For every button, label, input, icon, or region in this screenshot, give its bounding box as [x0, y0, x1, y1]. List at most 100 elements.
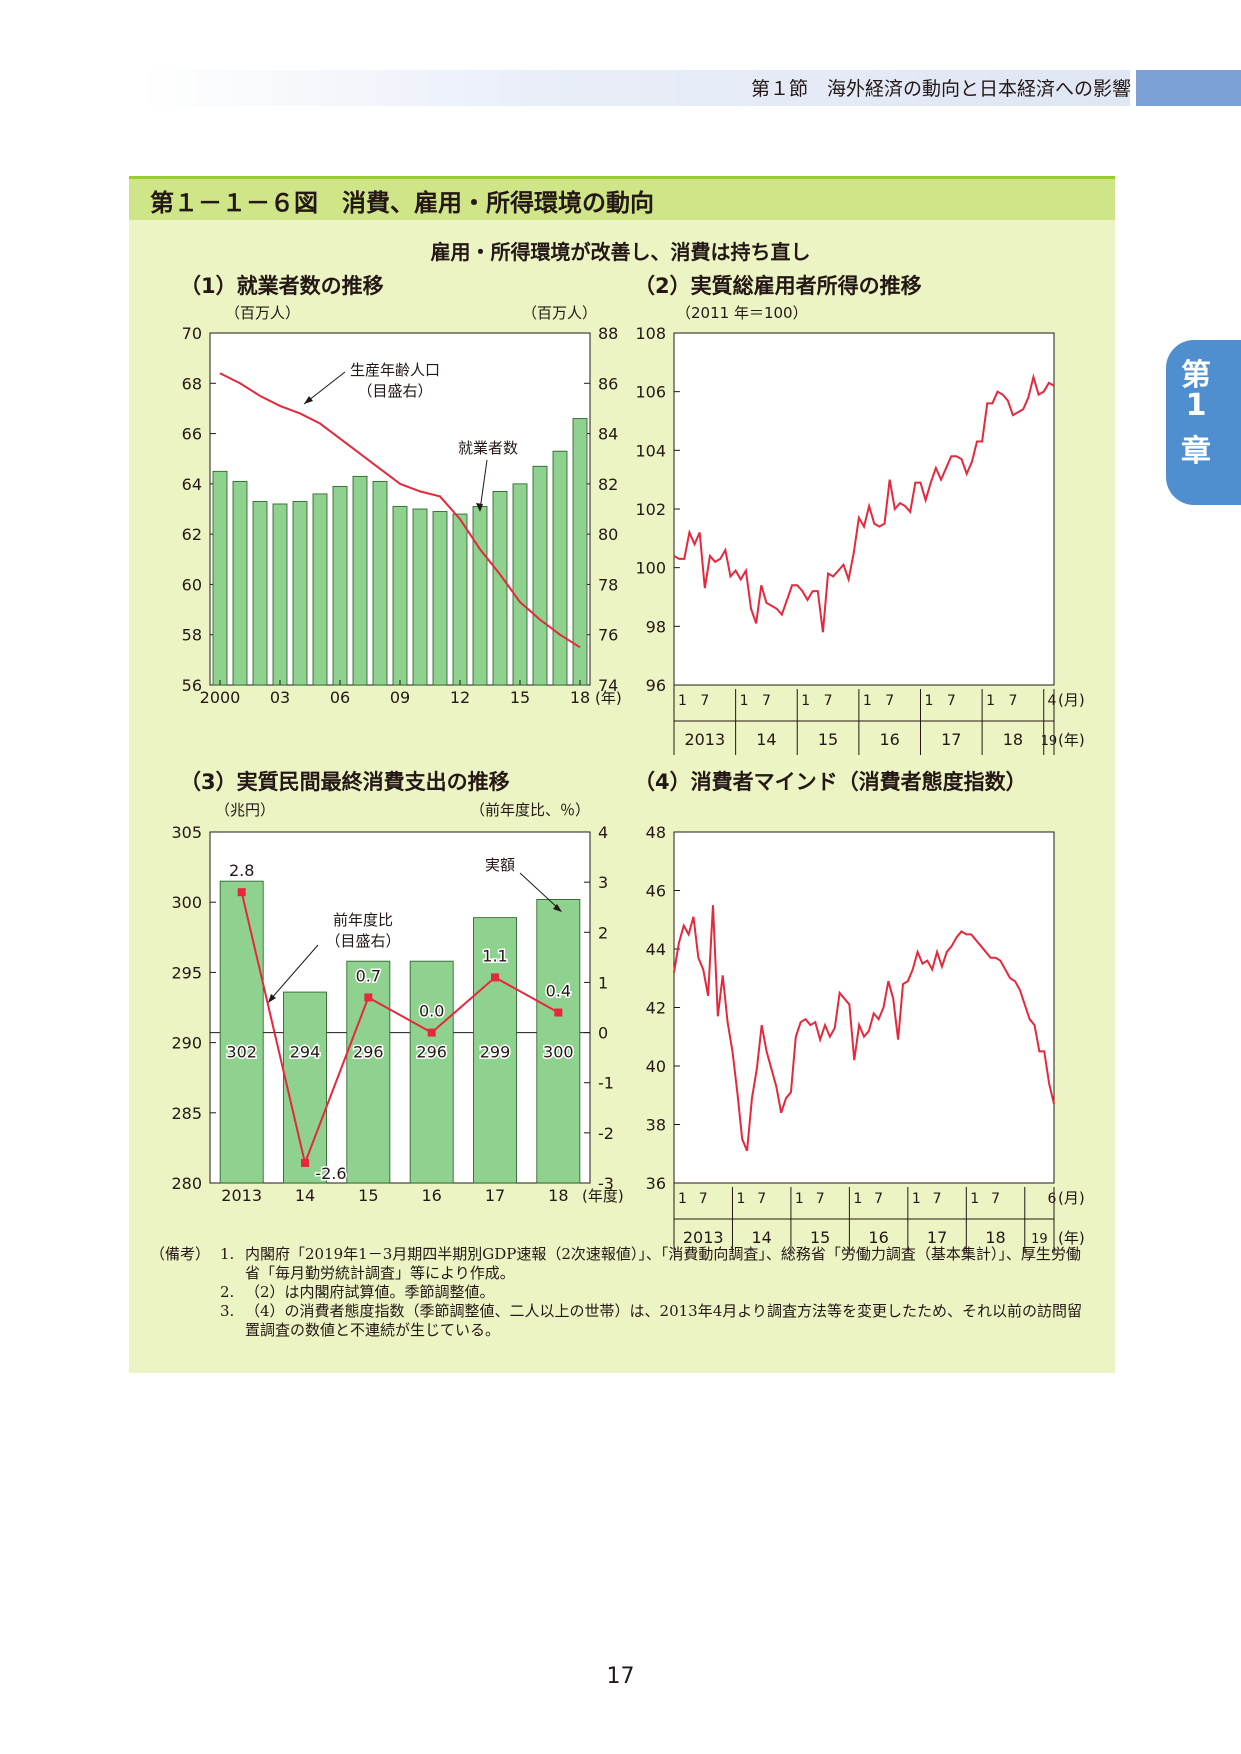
p1-x-unit: (年)	[595, 689, 622, 707]
chapter-tab-line2: 1	[1185, 388, 1207, 423]
p3-ytick-label-left: 290	[171, 1034, 202, 1053]
p3-plot-area	[209, 831, 591, 1184]
p1-ytick-label-right: 76	[598, 626, 618, 645]
p1-ytick-label-right: 88	[598, 324, 618, 343]
p3-annot-yoy-note: （目盛右）	[325, 932, 400, 950]
p2-month-label: 7	[824, 693, 833, 709]
p1-ytick-label-left: 70	[182, 324, 202, 343]
notes-label: （備考）	[150, 1245, 211, 1263]
p3-xtick-label: 16	[421, 1186, 441, 1205]
p2-ytick-label: 96	[646, 676, 666, 695]
p2-ytick-label: 100	[635, 559, 666, 578]
note-2-text: （2）は内閣府試算値。季節調整値。	[245, 1283, 495, 1301]
p4-ytick-label: 44	[646, 940, 666, 959]
p4-month-label: 1	[853, 1191, 862, 1207]
p4-month-label: 1	[678, 1191, 687, 1207]
p2-month-label: 1	[678, 693, 687, 709]
p3-left-unit: （兆円）	[215, 801, 275, 819]
p3-yoy-label: 0.4	[546, 982, 571, 1001]
p3-bar-label: 296	[353, 1043, 384, 1062]
p2-year-label: 17	[941, 730, 961, 749]
p1-bar	[432, 511, 448, 686]
p4-month-label: 7	[699, 1191, 708, 1207]
p2-plot-area	[673, 332, 1055, 686]
p2-month-label: 1	[801, 693, 810, 709]
p4-month-label: 1	[970, 1191, 979, 1207]
p2-unit: （2011 年＝100）	[676, 304, 808, 322]
p4-year-label: 14	[752, 1228, 772, 1247]
p4-month-unit: (月)	[1058, 1189, 1085, 1207]
note-3-num: 3.	[220, 1302, 235, 1320]
p1-bar	[272, 503, 288, 686]
p1-ytick-label-left: 58	[182, 626, 202, 645]
p4-year-label: 15	[810, 1228, 830, 1247]
p2-month-label: 1	[986, 693, 995, 709]
p3-bar-label: 300	[543, 1043, 574, 1062]
p2-ytick-label: 98	[646, 617, 666, 636]
p3-x-unit: (年度)	[582, 1187, 624, 1205]
p2-month-label: 1	[863, 693, 872, 709]
p1-annot-pop-note: （目盛右）	[357, 382, 432, 400]
p3-bar	[473, 917, 517, 1184]
p1-bar	[252, 501, 268, 686]
p1-bar	[552, 450, 568, 686]
panel4-title: （4）消費者マインド（消費者態度指数）	[634, 770, 1027, 794]
p3-annot-actual-arrowhead	[553, 904, 562, 912]
p4-ytick-label: 38	[646, 1116, 666, 1135]
p2-month-label: 7	[1008, 693, 1017, 709]
p2-year-unit: (年)	[1058, 731, 1085, 749]
p1-ytick-label-right: 82	[598, 475, 618, 494]
p1-xtick-label: 03	[270, 688, 290, 707]
p1-bar	[352, 475, 368, 686]
p4-month-label: 7	[874, 1191, 883, 1207]
p3-yoy-label: 2.8	[229, 861, 254, 880]
note-2: 2. （2）は内閣府試算値。季節調整値。	[150, 1283, 1095, 1302]
chapter-tab-line1: 第	[1181, 358, 1211, 393]
p1-bar	[212, 470, 228, 686]
figure-title-bar	[129, 179, 1115, 220]
p3-xtick-label: 15	[358, 1186, 378, 1205]
note-1-text: 内閣府「2019年1－3月期四半期別GDP速報（2次速報値）」、「消費動向調査」…	[245, 1245, 1081, 1282]
p2-month-label: 7	[947, 693, 956, 709]
p4-year-label: 2013	[683, 1228, 724, 1247]
p1-ytick-label-right: 84	[598, 425, 618, 444]
p1-ytick-label-left: 56	[182, 676, 202, 695]
p3-ytick-label-left: 280	[171, 1174, 202, 1193]
header-accent	[1136, 70, 1241, 106]
p3-ytick-label-right: 2	[598, 923, 608, 942]
p4-month-label: 6	[1048, 1191, 1057, 1207]
p1-xtick-label: 06	[330, 688, 350, 707]
p2-year-label: 19	[1041, 734, 1058, 749]
p3-ytick-label-left: 285	[171, 1104, 202, 1123]
p1-ytick-label-left: 60	[182, 575, 202, 594]
p1-ytick-label-left: 64	[182, 475, 202, 494]
p2-ytick-label: 104	[635, 441, 666, 460]
p3-yoy-label: 0.0	[419, 1002, 444, 1021]
p1-bar	[392, 506, 408, 686]
p1-ytick-label-left: 62	[182, 525, 202, 544]
chapter-tab[interactable]: 第 1 章	[1166, 340, 1241, 505]
p1-bar	[232, 480, 248, 686]
p2-year-label: 16	[879, 730, 899, 749]
note-3: 3. （4）の消費者態度指数（季節調整値、二人以上の世帯）は、2013年4月より…	[150, 1302, 1095, 1340]
p3-yoy-marker	[301, 1158, 309, 1167]
p1-xtick-label: 09	[390, 688, 410, 707]
p1-xtick-label: 18	[570, 688, 590, 707]
p1-bar	[452, 513, 468, 686]
p4-ytick-label: 36	[646, 1174, 666, 1193]
p1-ytick-label-right: 74	[598, 676, 618, 695]
p2-year-label: 14	[756, 730, 776, 749]
panel2-title: （2）実質総雇用者所得の推移	[634, 274, 922, 298]
p1-ytick-label-right: 86	[598, 374, 618, 393]
panel3-title: （3）実質民間最終消費支出の推移	[180, 770, 510, 794]
p3-xtick-label: 14	[295, 1186, 315, 1205]
p3-bar-label: 296	[416, 1043, 447, 1062]
p3-bar	[409, 960, 454, 1184]
chapter-tab-line3: 章	[1181, 434, 1211, 469]
page-number: 17	[606, 1664, 635, 1689]
p2-ytick-label: 108	[635, 324, 666, 343]
p2-month-label: 4	[1048, 693, 1057, 709]
p1-right-unit: （百万人）	[522, 304, 597, 322]
p1-ytick-label-right: 78	[598, 575, 618, 594]
note-1-num: 1.	[220, 1245, 235, 1263]
